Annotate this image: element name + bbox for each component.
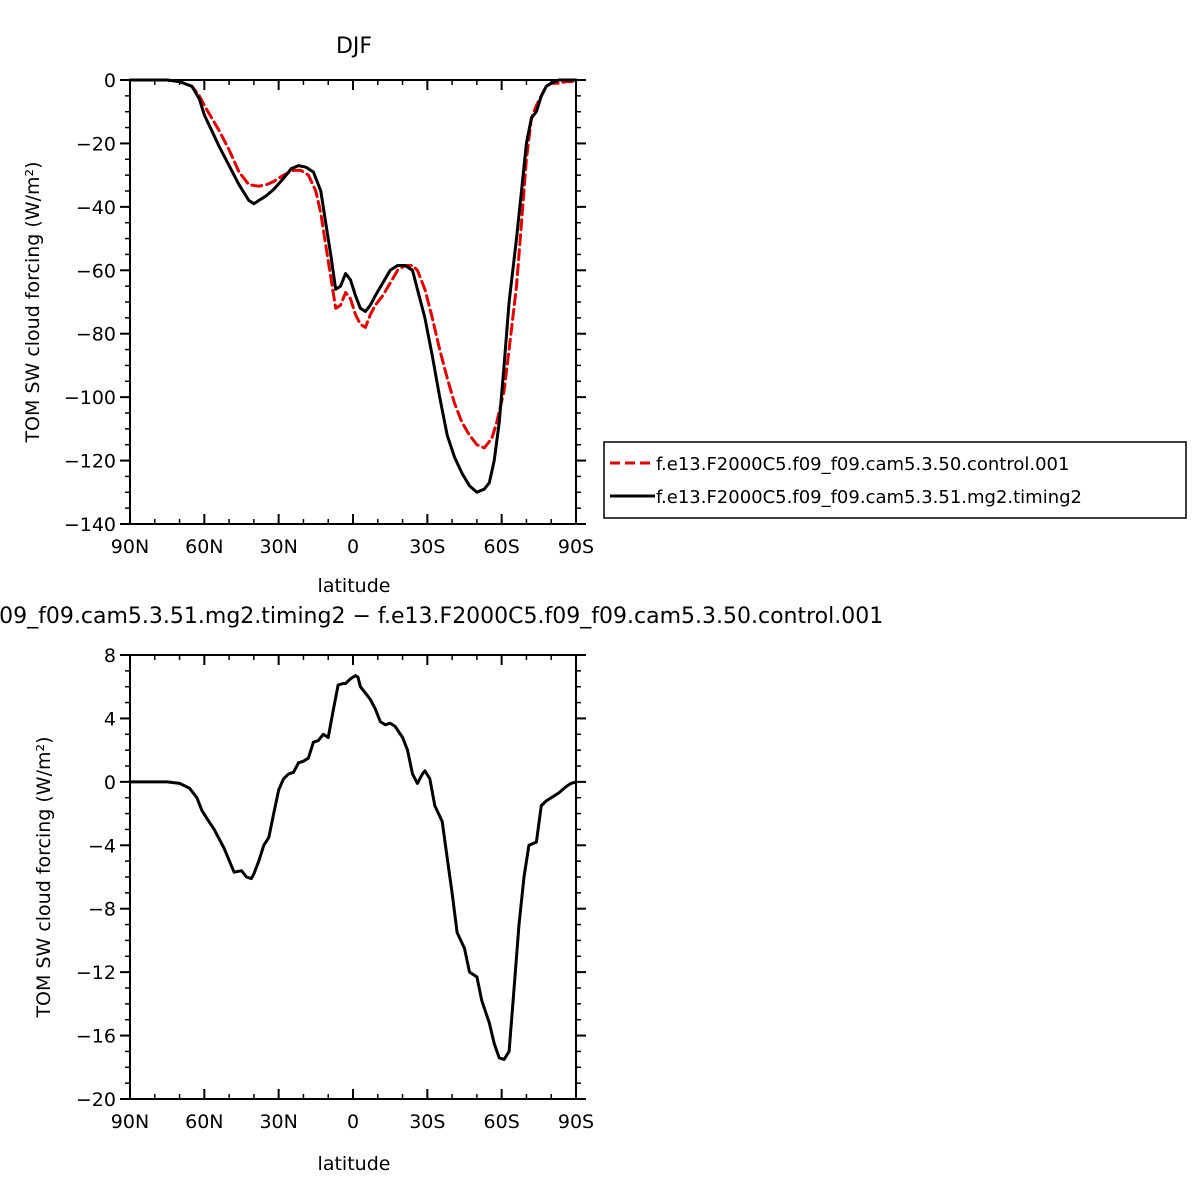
x-tick-label: 30S [409, 536, 445, 558]
legend-box [603, 441, 1187, 519]
x-tick-label: 60N [185, 536, 223, 558]
bottom-x-axis-label: latitude [318, 1153, 391, 1175]
x-tick-label: 90S [558, 1111, 594, 1133]
bottom-y-axis-label: TOM SW cloud forcing (W/m²) [33, 736, 55, 1018]
top-x-axis-label: latitude [318, 575, 391, 597]
y-tick-label: 8 [104, 645, 116, 667]
top-series-group [128, 78, 578, 494]
legend: f.e13.F2000C5.f09_f09.cam5.3.50.control.… [603, 441, 1187, 519]
series-line-0-0 [128, 78, 578, 450]
series-line-0-1 [128, 78, 578, 494]
y-tick-label: −4 [88, 835, 116, 857]
legend-label-control: f.e13.F2000C5.f09_f09.cam5.3.50.control.… [656, 454, 1069, 475]
x-tick-label: 30S [409, 1111, 445, 1133]
top-ticks-group: 90N 60N 30N 0 30S 60S 90S 0 −20 −40 −60 −80 −100 −120… [64, 70, 594, 558]
top-panel: DJF 90N 60N 30N 0 30S 60S 90S 0 −20 −40 −60 −80 −100… [22, 34, 1187, 597]
x-tick-label: 30N [259, 536, 297, 558]
top-y-axis-label: TOM SW cloud forcing (W/m²) [22, 161, 44, 443]
top-plot-frame [129, 79, 577, 525]
y-tick-label: 0 [104, 772, 116, 794]
y-tick-label: −16 [76, 1026, 116, 1048]
x-tick-label: 90S [558, 536, 594, 558]
bottom-plot-frame [129, 654, 577, 1100]
y-tick-label: 0 [104, 70, 116, 92]
top-chart-title: DJF [336, 34, 372, 59]
y-tick-label: −8 [88, 899, 116, 921]
bottom-series-group [128, 674, 578, 1061]
x-tick-label: 90N [111, 1111, 149, 1133]
y-tick-label: −20 [76, 133, 116, 155]
y-tick-label: −120 [64, 451, 116, 473]
y-tick-label: 4 [104, 708, 116, 730]
bottom-ticks-group: 90N 60N 30N 0 30S 60S 90S 8 4 0 −4 −8 −12 −16 −20 [76, 645, 594, 1133]
legend-label-timing2: f.e13.F2000C5.f09_f09.cam5.3.51.mg2.timi… [656, 487, 1082, 508]
y-tick-label: −80 [76, 324, 116, 346]
y-tick-label: −20 [76, 1089, 116, 1111]
y-tick-label: −100 [64, 387, 116, 409]
x-tick-label: 60S [484, 536, 520, 558]
y-tick-label: −140 [64, 514, 116, 536]
bottom-chart-title: f.e13.F2000C5.f09_f09.cam5.3.51.mg2.timi… [0, 604, 883, 629]
x-tick-label: 90N [111, 536, 149, 558]
x-tick-label: 60S [484, 1111, 520, 1133]
x-tick-label: 60N [185, 1111, 223, 1133]
series-line-1-0 [128, 674, 578, 1061]
x-tick-label: 0 [347, 536, 359, 558]
y-tick-label: −60 [76, 260, 116, 282]
x-tick-label: 30N [259, 1111, 297, 1133]
y-tick-label: −12 [76, 962, 116, 984]
x-tick-label: 0 [347, 1111, 359, 1133]
y-tick-label: −40 [76, 197, 116, 219]
bottom-panel: f.e13.F2000C5.f09_f09.cam5.3.51.mg2.timi… [0, 604, 883, 1175]
